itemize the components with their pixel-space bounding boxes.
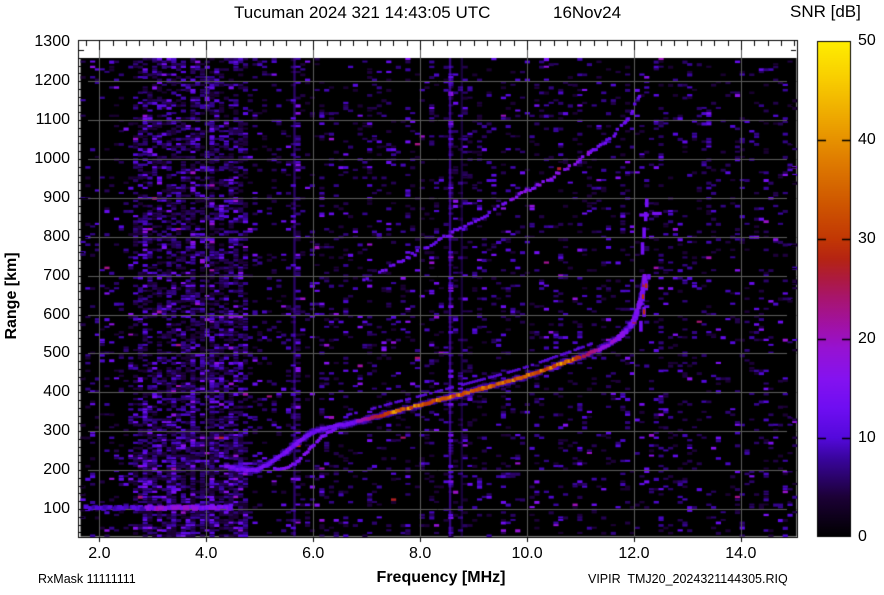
plot-title: Tucuman 2024 321 14:43:05 UTC (234, 3, 491, 22)
y-tick-label: 900 (43, 188, 70, 206)
colorbar-title: SNR [dB] (790, 2, 861, 21)
y-tick-label: 300 (43, 422, 70, 440)
y-tick-label: 1300 (34, 33, 70, 51)
y-tick-label: 1100 (35, 111, 70, 129)
x-tick-label: 12.0 (618, 545, 650, 562)
y-tick-label: 1200 (34, 72, 70, 90)
rxmask-label: RxMask 11111111 (38, 572, 136, 586)
y-tick-label: 100 (43, 500, 70, 517)
colorbar-tick-label: 50 (858, 32, 876, 49)
colorbar-tick-label: 0 (858, 528, 867, 545)
y-axis-title: Range [km] (3, 252, 20, 340)
y-tick-label: 400 (43, 383, 70, 401)
y-tick-label: 800 (43, 227, 70, 245)
y-tick-label: 500 (43, 344, 70, 362)
x-tick-label: 6.0 (302, 545, 325, 562)
colorbar-tick-label: 40 (858, 131, 876, 149)
plot-date: 16Nov24 (553, 3, 622, 22)
x-axis-title: Frequency [MHz] (376, 569, 506, 586)
colorbar-tick-label: 10 (858, 428, 876, 446)
y-tick-label: 700 (43, 266, 70, 284)
y-tick-label: 1000 (34, 149, 70, 167)
x-tick-label: 14.0 (725, 545, 757, 562)
colorbar-tick-label: 30 (858, 230, 876, 248)
x-tick-label: 4.0 (195, 545, 218, 562)
colorbar-tick-label: 20 (858, 329, 876, 347)
x-tick-label: 8.0 (409, 545, 432, 562)
x-tick-label: 2.0 (88, 545, 111, 562)
filename-label: VIPIR TMJ20_2024321144305.RIQ (588, 572, 788, 586)
x-tick-label: 10.0 (511, 545, 543, 562)
y-tick-label: 600 (43, 305, 70, 323)
y-tick-label: 200 (43, 461, 70, 479)
